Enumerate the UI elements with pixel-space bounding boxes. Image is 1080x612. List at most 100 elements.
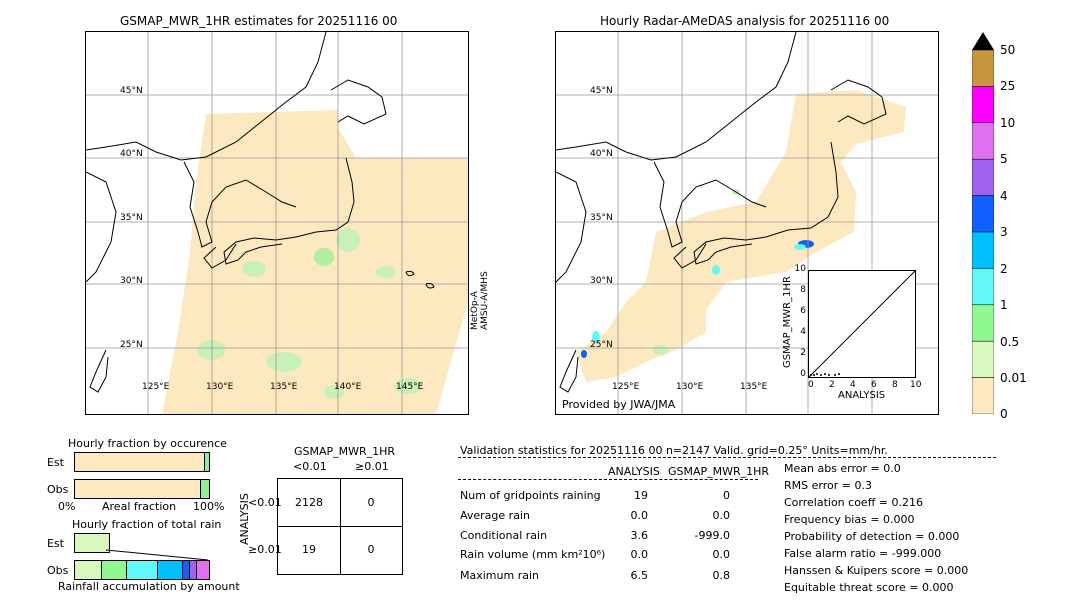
right-coastline xyxy=(556,32,887,393)
obs-seg xyxy=(158,561,183,579)
sensor-name: AMSU-A/MHS xyxy=(480,271,490,330)
total-rain-est-label: Est xyxy=(47,537,64,550)
scatter-ytick: 4 xyxy=(800,327,806,337)
colorbar-band xyxy=(971,158,995,196)
obs-seg xyxy=(190,561,197,579)
stat-gsmap: 0.0 xyxy=(712,548,731,561)
contingency-cell: 2128 xyxy=(295,496,323,509)
contingency-cell: 0 xyxy=(367,496,375,509)
contingency-row2: ≥0.01 xyxy=(248,543,282,556)
contingency-cell: 19 xyxy=(302,543,316,556)
stat-analysis: 6.5 xyxy=(630,569,649,582)
rain-patch xyxy=(242,261,266,277)
stat-analysis: 3.6 xyxy=(630,529,649,542)
colorbar-label: 10 xyxy=(1000,116,1016,130)
lon-label: 145°E xyxy=(396,382,424,392)
total-rain-connector xyxy=(106,549,209,561)
occurrence-axis-left: 0% xyxy=(58,500,76,513)
left-map-canvas xyxy=(86,32,468,414)
colorbar-label: 0.5 xyxy=(1000,335,1020,349)
col-gsmap: GSMAP_MWR_1HR xyxy=(668,465,770,478)
scatter-xtick: 10 xyxy=(910,380,922,390)
scatter-ytick: 6 xyxy=(800,306,806,316)
colorbar-band xyxy=(971,49,995,87)
colorbar-band xyxy=(971,195,995,233)
score-line: Mean abs error = 0.0 xyxy=(784,462,901,475)
right-grid xyxy=(556,32,938,414)
occurrence-axis-right: 100% xyxy=(193,500,225,513)
occurrence-axis-mid: Areal fraction xyxy=(102,500,177,513)
colorbar-band xyxy=(971,231,995,269)
scatter-xtick: 0 xyxy=(808,380,814,390)
right-map-canvas xyxy=(556,32,938,414)
lat-label: 25°N xyxy=(590,340,613,350)
lat-label: 35°N xyxy=(590,213,613,223)
scatter-xlabel: ANALYSIS xyxy=(838,390,886,401)
scatter-ytick: 10 xyxy=(794,264,806,274)
colorbar-svg xyxy=(971,32,995,415)
scatter-plot xyxy=(808,270,916,378)
col-analysis: ANALYSIS xyxy=(608,465,660,478)
colorbar-band xyxy=(971,340,995,378)
colorbar-arrow xyxy=(972,32,994,50)
rain-patch xyxy=(197,340,225,360)
occurrence-est-label: Est xyxy=(47,456,64,469)
scatter-ytick: 8 xyxy=(800,285,806,295)
colorbar-band xyxy=(971,304,995,342)
stat-label: Num of gridpoints raining xyxy=(460,489,601,502)
credit-label: Provided by JWA/JMA xyxy=(562,398,676,411)
colorbar-label: 2 xyxy=(1000,262,1008,276)
rain-patch xyxy=(394,378,422,394)
colorbar-label: 0 xyxy=(1000,407,1008,421)
rain-patch xyxy=(581,350,587,358)
lon-label: 135°E xyxy=(270,382,298,392)
occurrence-obs-fill xyxy=(200,480,209,498)
validation-divider xyxy=(458,457,996,458)
colorbar-label: 25 xyxy=(1000,79,1016,93)
stat-analysis: 0.0 xyxy=(630,548,649,561)
total-rain-est-bar xyxy=(74,533,110,553)
total-rain-obs-bar xyxy=(74,560,210,580)
occurrence-obs-label: Obs xyxy=(47,483,69,496)
scatter-xtick: 6 xyxy=(871,380,877,390)
colorbar-band xyxy=(971,86,995,124)
rain-patch xyxy=(592,331,600,343)
scatter-ytick: 2 xyxy=(800,348,806,358)
satellite-name: MetOp-A xyxy=(470,291,480,330)
colorbar-label: 3 xyxy=(1000,225,1008,239)
stat-label: Rain volume (mm km²10⁶) xyxy=(460,548,606,561)
score-line: Probability of detection = 0.000 xyxy=(784,530,960,543)
diagonal-line xyxy=(808,270,916,378)
left-map-title: GSMAP_MWR_1HR estimates for 20251116 00 xyxy=(120,14,398,28)
occurrence-est-bar xyxy=(74,452,210,472)
left-grid xyxy=(86,32,468,414)
lon-label: 135°E xyxy=(740,382,768,392)
lat-label: 30°N xyxy=(590,276,613,286)
occurrence-est-fill xyxy=(204,453,209,471)
rain-patch xyxy=(712,265,720,275)
lat-label: 40°N xyxy=(590,149,613,159)
colorbar-label: 1 xyxy=(1000,298,1008,312)
obs-seg xyxy=(75,561,102,579)
stat-analysis: 19 xyxy=(634,489,648,502)
lon-label: 125°E xyxy=(612,382,640,392)
rain-patch xyxy=(653,345,669,355)
lon-label: 130°E xyxy=(676,382,704,392)
stat-gsmap: 0 xyxy=(723,489,730,502)
right-map: 45°N 40°N 35°N 30°N 25°N 125°E 130°E 135… xyxy=(555,31,939,415)
contingency-col2: ≥0.01 xyxy=(355,460,389,473)
lon-label: 140°E xyxy=(334,382,362,392)
total-rain-axis-label: Rainfall accumulation by amount xyxy=(58,580,240,593)
scatter-xtick: 2 xyxy=(829,380,835,390)
obs-seg xyxy=(127,561,158,579)
left-coastline xyxy=(86,32,435,393)
lat-label: 45°N xyxy=(120,86,143,96)
contingency-title: GSMAP_MWR_1HR xyxy=(294,445,396,458)
stat-label: Maximum rain xyxy=(460,569,539,582)
score-line: RMS error = 0.3 xyxy=(784,479,872,492)
colorbar-band xyxy=(971,122,995,160)
stat-label: Average rain xyxy=(460,509,530,522)
obs-seg xyxy=(183,561,190,579)
colorbar-label: 50 xyxy=(1000,43,1016,57)
colorbar-label: 4 xyxy=(1000,189,1008,203)
